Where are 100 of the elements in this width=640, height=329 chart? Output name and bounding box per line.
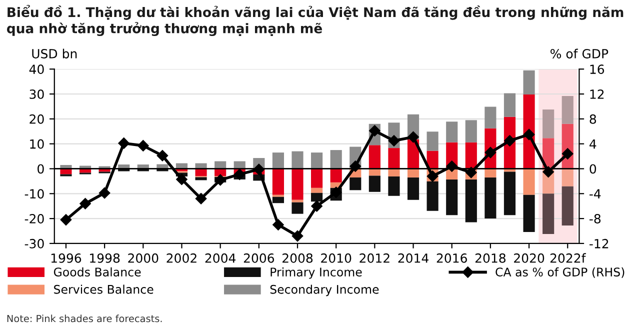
y-axis-title: USD bn [32,48,77,58]
point [214,174,226,186]
x-tick-label: 2010 [321,253,352,263]
chart-title: Biểu đồ 1. Thặng dư tài khoản vãng lai của Việt Nam đã tăng đều trong những năm qua nhờ tăng trưởng thương mại mạnh mẽ [6,4,624,36]
bar [542,109,554,138]
bar [311,168,323,188]
bar [407,177,420,200]
x-tick-label: 2000 [128,253,158,263]
point [311,200,322,212]
bar [562,186,574,226]
x-tick-label: 2012 [360,253,390,263]
point [98,187,110,199]
bar [504,172,516,216]
point [330,186,342,198]
y-tick-label: -30 [24,238,44,248]
point [542,166,554,178]
x-tick-label: 2014 [398,253,428,263]
x-tick-label: 2018 [475,253,506,263]
bar [542,194,554,234]
bar [195,163,207,169]
bar [292,200,304,202]
point [118,138,130,149]
bar [426,150,438,169]
bar [388,148,400,169]
y2-tick-label: 12 [590,89,604,99]
y-tick-label: 0 [38,164,44,174]
bar [484,177,496,219]
y-tick-label: 10 [30,139,44,149]
point [195,193,207,204]
bar [426,132,438,151]
point [504,135,516,146]
y2-axis-title: % of GDP [550,48,608,58]
bar [330,150,342,169]
y2-tick-label: 4 [590,139,596,149]
y2-tick-label: 16 [590,64,604,74]
point [562,148,574,160]
bar [465,142,477,169]
y2-tick-label: 0 [590,164,596,174]
y-tick-label: 40 [29,64,44,74]
bar [176,163,188,169]
point [350,160,361,172]
bar [330,168,342,182]
x-tick-label: 2002 [166,253,196,263]
bar [368,145,380,169]
bar [562,96,574,124]
bar [426,181,438,211]
bar [272,196,284,204]
bar [523,168,535,195]
bar [523,70,535,94]
bar [311,188,323,193]
bar [465,120,477,142]
y2-tick-label: -8 [590,214,601,224]
x-tick-label: 2016 [436,253,467,263]
legend-label: Services Balance [54,284,154,294]
bar [446,122,458,142]
text: Note: Pink shades are forecasts. [7,314,162,322]
bar [292,202,304,214]
bar [272,152,284,169]
legend-label: Primary Income [270,267,362,279]
bar [523,194,535,232]
bar [311,192,323,202]
bar [484,106,496,128]
y2-tick-label: 8 [590,114,596,124]
point [484,146,496,158]
y-tick-label: 20 [30,114,44,124]
bar [195,177,207,180]
point [138,140,149,152]
y-tick-label: -10 [24,189,44,199]
x-tick-label: 2020 [514,253,544,263]
point [176,174,188,185]
bar [292,168,304,200]
y2-tick-label: -12 [590,238,608,248]
x-tick-label: 2006 [244,253,274,263]
point [523,128,535,140]
point [80,198,91,210]
legend-label: CA as % of GDP (RHS) [496,267,624,278]
bar [562,168,574,186]
point [156,150,168,162]
bar [465,179,477,222]
x-tick-label: 2004 [205,253,236,263]
bar [350,177,362,190]
point [253,164,265,175]
point [408,131,419,143]
point [60,214,72,226]
x-tick-label: 1996 [51,253,82,263]
point [272,219,284,230]
point [234,168,246,180]
bar [504,93,516,117]
y-tick-label: 30 [30,89,44,99]
point [292,230,304,242]
point [446,160,458,172]
legend-label: Goods Balance [54,267,141,276]
bar [272,168,284,195]
y-tick-label: -20 [24,214,44,224]
legend-label: Secondary Income [270,284,379,296]
x-tick-label: 1998 [90,253,120,263]
y2-tick-label: -4 [590,189,601,198]
bar [292,151,304,169]
bar [446,179,458,216]
x-tick-label: 2008 [282,253,313,263]
